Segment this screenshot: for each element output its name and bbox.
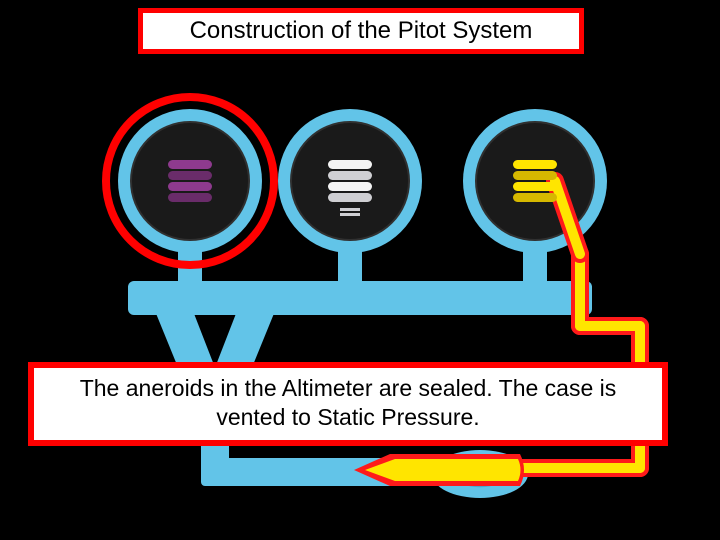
caption-text: The aneroids in the Altimeter are sealed… <box>80 375 617 430</box>
pitot-system-diagram <box>80 76 700 516</box>
title-box: Construction of the Pitot System <box>138 8 584 54</box>
title-text: Construction of the Pitot System <box>190 17 533 44</box>
caption-box: The aneroids in the Altimeter are sealed… <box>28 362 668 446</box>
